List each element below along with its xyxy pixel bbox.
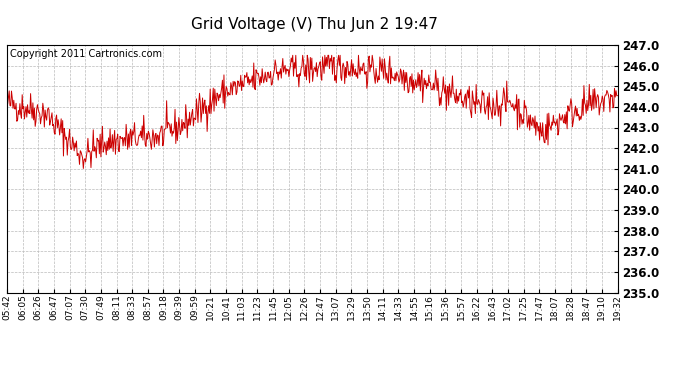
Text: Grid Voltage (V) Thu Jun 2 19:47: Grid Voltage (V) Thu Jun 2 19:47: [190, 17, 437, 32]
Text: Copyright 2011 Cartronics.com: Copyright 2011 Cartronics.com: [10, 49, 162, 59]
